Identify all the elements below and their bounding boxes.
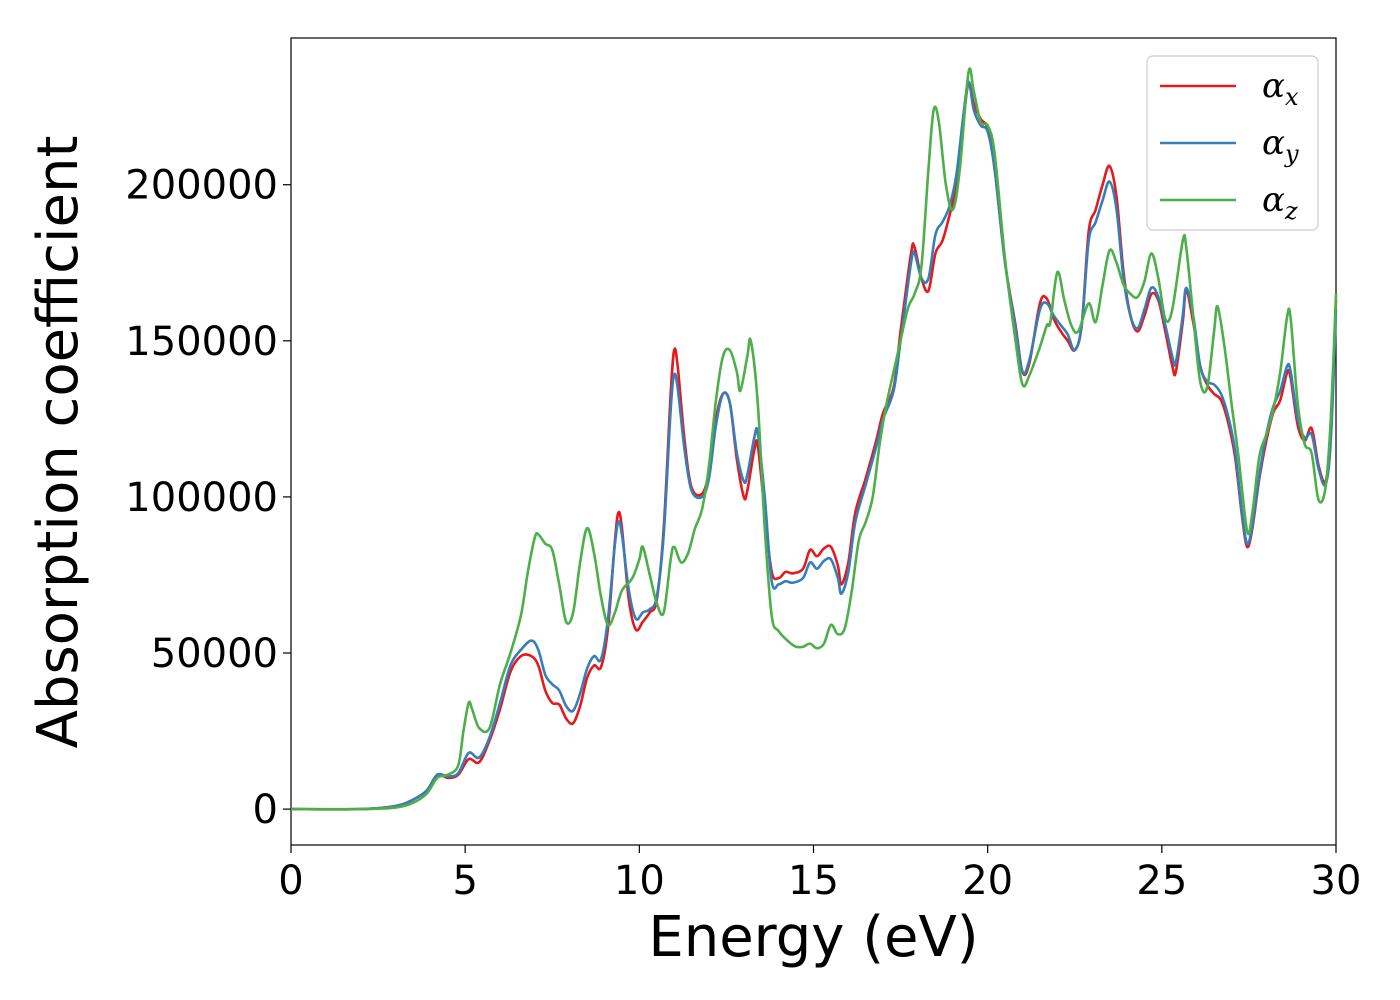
x-axis-label: Energy (eV) — [648, 905, 978, 970]
x-tick-label: 15 — [788, 858, 839, 904]
y-tick-label: 150000 — [125, 319, 278, 365]
legend-items: αx αy αz — [1160, 66, 1299, 225]
x-tick-label: 20 — [962, 858, 1013, 904]
legend-label-y: αy — [1262, 123, 1299, 168]
y-axis-ticks: 0 50000 100000 150000 200000 — [125, 163, 291, 833]
y-tick-label: 100000 — [125, 475, 278, 521]
x-tick-label: 0 — [278, 858, 303, 904]
y-tick-label: 200000 — [125, 163, 278, 209]
legend-label-z: αz — [1262, 180, 1298, 225]
y-tick-label: 50000 — [151, 631, 278, 677]
y-axis-label: Absorption coefficient — [26, 136, 91, 749]
x-tick-label: 30 — [1311, 858, 1362, 904]
series-line-z — [290, 67, 1338, 811]
x-axis-ticks: 0 5 10 15 20 25 30 — [278, 845, 1361, 904]
legend-label-x: αx — [1262, 66, 1299, 111]
y-tick-label: 0 — [253, 787, 278, 833]
legend: αx αy αz — [1146, 55, 1319, 231]
series-layer — [290, 67, 1338, 811]
x-tick-label: 25 — [1136, 858, 1187, 904]
x-tick-label: 5 — [452, 858, 477, 904]
x-tick-label: 10 — [614, 858, 665, 904]
